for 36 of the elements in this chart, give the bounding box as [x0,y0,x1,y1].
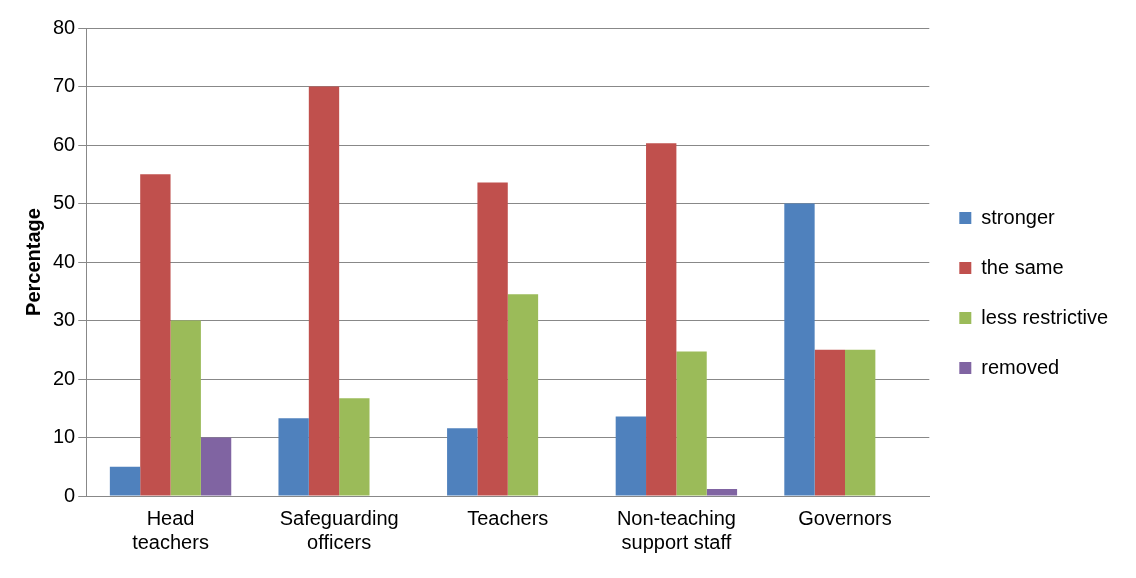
x-tick-label: Safeguarding officers [279,506,399,553]
x-tick-label: Governors [798,506,892,529]
y-tick-label: 30 [53,308,76,331]
bar [140,174,171,496]
bar [784,203,815,496]
y-tick-label: 40 [53,249,76,272]
bar [814,349,845,496]
bar [646,143,677,496]
x-tick-label: Teachers [467,506,549,529]
y-tick-label: 50 [53,191,76,214]
bar [507,294,539,496]
bar [615,416,647,496]
y-axis-title: Percentage [21,208,44,316]
bar [278,418,309,496]
bar [170,320,201,496]
y-tick-label: 70 [53,74,76,97]
bar [200,437,232,496]
bar [308,86,340,496]
y-tick-label: 20 [53,366,76,389]
bar [706,488,738,496]
y-tick-label: 10 [53,425,76,448]
y-tick-label: 80 [53,15,76,38]
bar [477,182,508,496]
bar [339,398,370,496]
bar [676,351,707,496]
legend-label: the same [981,255,1064,278]
legend-label: removed [981,355,1060,378]
y-tick-label: 0 [64,483,76,506]
y-tick-label: 60 [53,132,76,155]
bar [109,466,141,496]
bar [447,428,478,496]
legend-label: less restrictive [981,305,1109,328]
x-tick-label: Non-teaching support staff [616,506,736,553]
x-tick-label: Head teachers [132,506,209,553]
bar [845,349,876,496]
legend-label: stronger [981,205,1056,228]
